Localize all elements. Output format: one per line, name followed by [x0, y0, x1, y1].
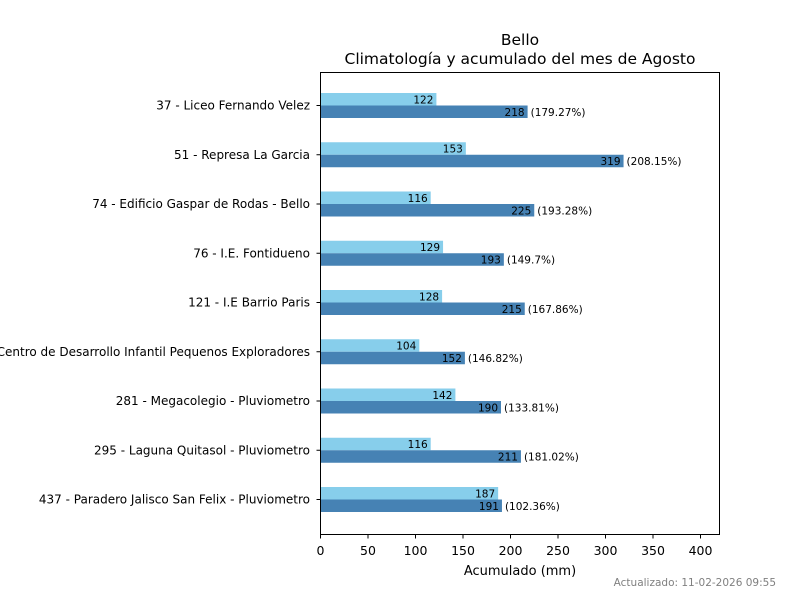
- percent-label: (208.15%): [627, 156, 682, 168]
- bar-climatologia: [320, 93, 437, 106]
- bar-value-label: 142: [432, 390, 452, 402]
- bar-acumulado: [320, 499, 502, 512]
- percent-label: (149.7%): [507, 255, 555, 267]
- bar-value-label: 153: [443, 144, 463, 156]
- x-tick-label: 150: [451, 543, 475, 558]
- percent-label: (102.36%): [505, 501, 560, 513]
- bar-climatologia: [320, 339, 420, 352]
- x-tick-label: 400: [689, 543, 713, 558]
- bar-value-label: 218: [505, 107, 525, 119]
- percent-label: (133.81%): [504, 402, 559, 414]
- x-tick-label: 200: [499, 543, 523, 558]
- bar-climatologia: [320, 191, 431, 204]
- y-tick-label: 37 - Liceo Fernando Velez: [156, 99, 310, 113]
- bar-value-label: 128: [419, 291, 439, 303]
- x-tick-label: 50: [360, 543, 376, 558]
- y-tick-label: 200 - Centro de Desarrollo Infantil Pequ…: [0, 345, 310, 359]
- bar-acumulado: [320, 351, 465, 365]
- y-tick-label: 76 - I.E. Fontidueno: [193, 246, 310, 260]
- bar-value-label: 319: [601, 156, 621, 168]
- bar-value-label: 104: [396, 341, 416, 353]
- chart-title: Bello: [501, 31, 539, 49]
- bar-value-label: 211: [498, 452, 518, 464]
- bar-value-label: 116: [408, 439, 428, 451]
- bar-value-label: 190: [478, 402, 498, 414]
- bar-acumulado: [320, 401, 501, 414]
- x-axis-ticks: 0 50 100 150 200 250 300 350 400: [317, 534, 713, 558]
- x-tick-label: 350: [641, 543, 665, 558]
- y-tick-label: 281 - Megacolegio - Pluviometro: [116, 394, 310, 408]
- bar-value-label: 225: [511, 205, 531, 217]
- bar-value-label: 152: [442, 353, 462, 365]
- bar-value-label: 122: [413, 94, 433, 106]
- y-tick-label: 51 - Represa La Garcia: [174, 148, 310, 162]
- percent-label: (146.82%): [468, 353, 523, 365]
- y-axis-labels: 37 - Liceo Fernando Velez 51 - Represa La…: [0, 99, 321, 507]
- bar-acumulado: [320, 105, 528, 118]
- bar-value-label: 193: [481, 255, 501, 267]
- bar-value-label: 116: [408, 193, 428, 205]
- bar-value-label: 187: [475, 488, 495, 500]
- y-tick-label: 121 - I.E Barrio Paris: [188, 296, 310, 310]
- chart-subtitle: Climatología y acumulado del mes de Agos…: [345, 50, 696, 68]
- x-tick-label: 100: [404, 543, 428, 558]
- percent-label: (181.02%): [524, 452, 579, 464]
- bar-acumulado: [320, 154, 624, 168]
- bar-climatologia: [320, 290, 443, 303]
- bar-value-label: 129: [420, 242, 440, 254]
- y-tick-label: 74 - Edificio Gaspar de Rodas - Bello: [92, 197, 310, 211]
- bar-acumulado: [320, 204, 535, 217]
- x-tick-label: 0: [317, 543, 325, 558]
- percent-label: (167.86%): [528, 304, 583, 316]
- x-tick-label: 300: [594, 543, 618, 558]
- updated-timestamp: Actualizado: 11-02-2026 09:55: [614, 577, 776, 589]
- percent-label: (179.27%): [531, 107, 586, 119]
- bar-value-label: 215: [502, 304, 522, 316]
- percent-label: (193.28%): [537, 205, 592, 217]
- y-tick-label: 295 - Laguna Quitasol - Pluviometro: [94, 443, 310, 457]
- bar-climatologia: [320, 437, 431, 451]
- bars-group: 122 218 (179.27%) 153 319 (208.15%) 116 225 (193…: [320, 93, 682, 513]
- bar-acumulado: [320, 450, 521, 463]
- bar-climatologia: [320, 142, 466, 155]
- x-tick-label: 250: [546, 543, 570, 558]
- bar-climatologia: [320, 240, 444, 254]
- x-axis-label: Acumulado (mm): [464, 564, 576, 579]
- bar-value-label: 191: [479, 501, 499, 513]
- bar-acumulado: [320, 302, 525, 315]
- bar-acumulado: [320, 253, 504, 266]
- plot-frame: [320, 72, 720, 535]
- bar-climatologia: [320, 388, 456, 401]
- y-tick-label: 437 - Paradero Jalisco San Felix - Pluvi…: [39, 493, 310, 507]
- bar-climatologia: [320, 487, 499, 500]
